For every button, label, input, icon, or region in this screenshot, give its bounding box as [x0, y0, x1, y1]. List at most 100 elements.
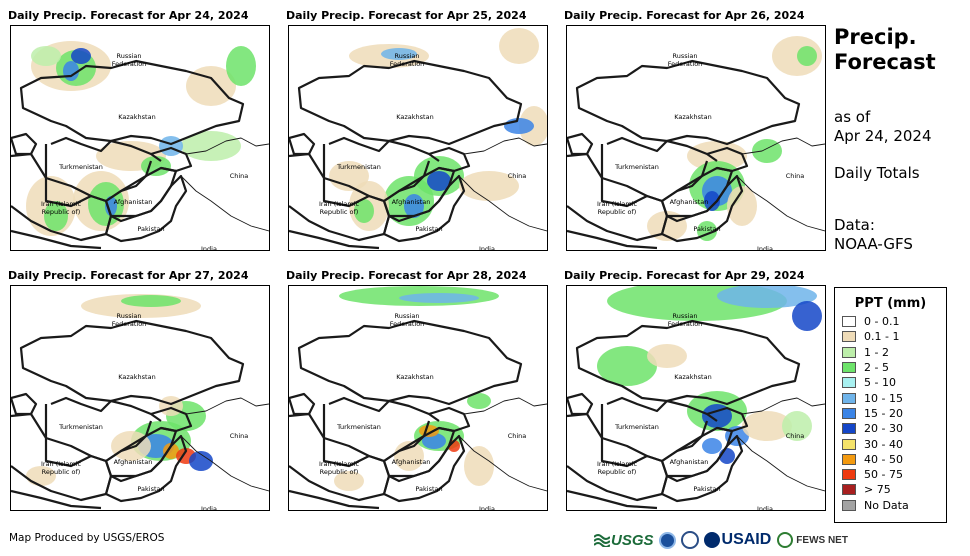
legend-title: PPT (mm) [854, 296, 927, 311]
precip-area [419, 425, 439, 437]
precip-layer [334, 286, 499, 491]
place-label-kazakhstan: Kazakhstan [674, 113, 711, 121]
country-border [736, 397, 825, 492]
legend-item: > 75 [835, 482, 946, 497]
precip-area [159, 396, 183, 416]
legend-swatch [842, 316, 856, 328]
precip-map: Russian Federation Kazakhstan Turkmenistan C… [566, 285, 826, 511]
country-border [567, 392, 594, 416]
legend-label: 30 - 40 [864, 437, 903, 451]
precip-map: Russian Federation Kazakhstan Turkmenistan C… [566, 25, 826, 251]
precip-area [702, 438, 722, 454]
place-label-afghanistan: Afghanistan [114, 198, 153, 206]
country-border [104, 434, 188, 503]
legend-swatch [842, 469, 856, 481]
place-label-iran2: Republic of) [320, 208, 359, 216]
place-label-india: India [479, 505, 495, 510]
legend-item: 30 - 40 [835, 436, 946, 451]
place-label-iran2: Republic of) [598, 468, 637, 476]
map-panel-apr29: Daily Precip. Forecast for Apr 29, 2024 … [564, 269, 826, 511]
place-label-kazakhstan: Kazakhstan [674, 373, 711, 381]
precip-area [334, 471, 364, 491]
legend-item: 1 - 2 [835, 345, 946, 360]
precip-area [499, 28, 539, 64]
country-border [660, 174, 744, 243]
place-label-india: India [757, 505, 773, 510]
precip-area [422, 433, 446, 449]
place-label-federation: Federation [668, 60, 703, 68]
country-border [297, 319, 523, 406]
legend-swatch [842, 377, 856, 389]
place-label-india: India [479, 245, 495, 250]
country-border [575, 59, 801, 146]
country-border [11, 132, 38, 156]
daily-totals: Daily Totals [834, 164, 920, 182]
precip-map: Russian Federation Kazakhstan Turkmenistan C… [288, 285, 548, 511]
country-border [606, 136, 718, 162]
legend-label: 2 - 5 [864, 361, 889, 375]
side-title: Precip. Forecast [834, 25, 964, 75]
place-label-iran: Iran (Islamic [319, 460, 360, 468]
legend-label: > 75 [864, 483, 891, 497]
place-label-iran: Iran (Islamic [319, 200, 360, 208]
place-label-kazakhstan: Kazakhstan [118, 113, 155, 121]
place-label-turkmenistan: Turkmenistan [336, 163, 381, 171]
map-title: Daily Precip. Forecast for Apr 24, 2024 [8, 9, 249, 22]
data-label: Data: [834, 216, 875, 234]
data-source: Data: NOAA-GFS [834, 216, 913, 254]
place-label-russia: Russian [394, 312, 419, 320]
border-layer [289, 59, 547, 250]
precip-area [797, 46, 817, 66]
map-title: Daily Precip. Forecast for Apr 26, 2024 [564, 9, 805, 22]
legend-item: 0 - 0.1 [835, 314, 946, 329]
precip-area [44, 201, 68, 231]
legend-label: 0 - 0.1 [864, 315, 900, 329]
country-border [180, 397, 269, 492]
side-title-line2: Forecast [834, 50, 936, 74]
precip-map: Russian Federation Kazakhstan Turkmenistan C… [10, 285, 270, 511]
country-border [382, 174, 466, 243]
precip-area [704, 191, 720, 211]
country-border [567, 412, 669, 502]
place-label-kazakhstan: Kazakhstan [396, 113, 433, 121]
place-label-india: India [201, 245, 217, 250]
country-border [104, 174, 188, 243]
country-border [575, 319, 801, 406]
precip-area [742, 411, 792, 441]
place-label-turkmenistan: Turkmenistan [614, 163, 659, 171]
country-border [328, 136, 440, 162]
place-label-china: China [786, 172, 805, 180]
place-label-turkmenistan: Turkmenistan [58, 423, 103, 431]
country-border [50, 136, 162, 162]
map-title: Daily Precip. Forecast for Apr 27, 2024 [8, 269, 249, 282]
country-border [289, 412, 391, 502]
map-panel-apr28: Daily Precip. Forecast for Apr 28, 2024 … [286, 269, 548, 511]
place-label-iran: Iran (Islamic [597, 460, 638, 468]
precip-area [752, 139, 782, 163]
place-label-turkmenistan: Turkmenistan [58, 163, 103, 171]
place-label-india: India [201, 505, 217, 510]
precip-area [782, 411, 812, 441]
place-label-afghanistan: Afghanistan [392, 458, 431, 466]
precip-area [404, 194, 424, 218]
precip-area [727, 186, 757, 226]
place-label-iran2: Republic of) [42, 208, 81, 216]
legend-swatch [842, 453, 856, 465]
legend-label: 10 - 15 [864, 391, 903, 405]
usaid-logo-text: USAID [721, 531, 772, 548]
country-border [11, 152, 113, 242]
place-label-china: China [786, 432, 805, 440]
legend-item: 2 - 5 [835, 360, 946, 375]
fews-logo: FEWS NET [777, 532, 848, 548]
legend-label: 50 - 75 [864, 468, 903, 482]
country-border [11, 229, 102, 250]
country-border [606, 396, 718, 422]
precip-area [597, 346, 657, 386]
border-layer [11, 319, 269, 510]
as-of: as of Apr 24, 2024 [834, 108, 932, 146]
as-of-date: Apr 24, 2024 [834, 127, 932, 145]
